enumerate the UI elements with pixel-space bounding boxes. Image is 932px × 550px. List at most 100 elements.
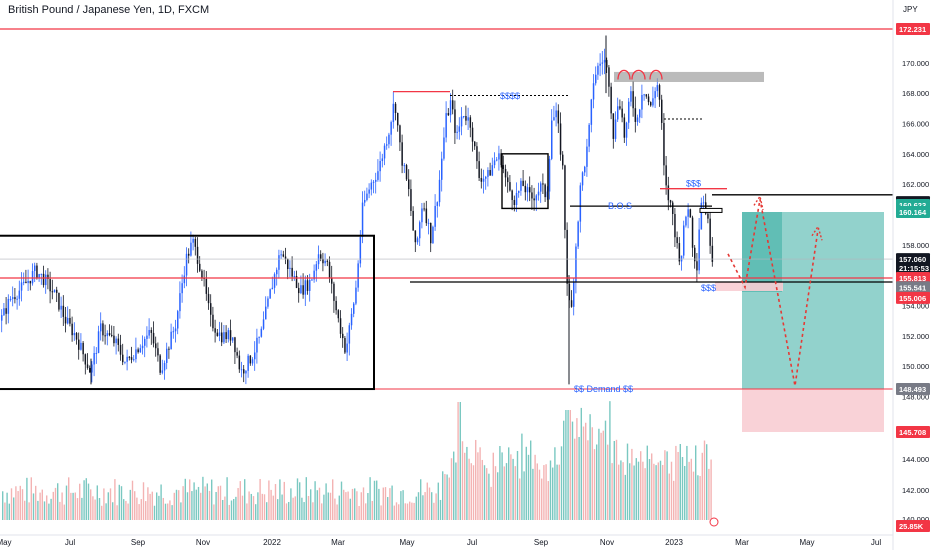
price-badge-label: 25.85K (899, 522, 924, 531)
volume-bar (483, 465, 486, 520)
volume-bar (609, 401, 611, 520)
volume-bar (530, 440, 532, 520)
event-marker-icon[interactable] (709, 517, 719, 527)
candle-body (601, 62, 604, 64)
volume-bar (655, 465, 657, 520)
volume-bar (129, 489, 131, 520)
volume-bar (136, 497, 138, 520)
volume-bar (444, 474, 446, 520)
volume-bar (92, 496, 94, 520)
volume-bar (120, 486, 123, 520)
candle-body (658, 85, 661, 100)
volume-bar (107, 492, 109, 520)
volume-bar (699, 476, 701, 520)
volume-bar (362, 487, 365, 520)
volume-bar (334, 498, 336, 520)
price-badge-bg (896, 23, 930, 35)
candle-body (73, 333, 76, 336)
candle-body (608, 67, 610, 87)
volume-bar (316, 490, 318, 520)
candle-body (212, 314, 214, 329)
candle-body (632, 91, 634, 109)
volume-bar (8, 503, 10, 520)
price-badge[interactable]: 145.708 (896, 426, 930, 438)
candle-body (386, 144, 388, 146)
time-tick-label: Jul (871, 538, 881, 547)
volume-bar (255, 504, 257, 520)
volume-bar (76, 498, 79, 520)
volume-bar (151, 491, 153, 520)
volume-bar (281, 494, 283, 520)
price-badge[interactable]: 148.493 (896, 383, 930, 395)
candle-body (441, 158, 443, 180)
candle-body (20, 282, 23, 291)
price-badge[interactable]: 25.85K (896, 520, 930, 532)
candle-body (652, 98, 654, 106)
candle-body (262, 319, 265, 329)
volume-bar (35, 485, 37, 520)
price-badge-bg (896, 281, 930, 294)
candle-body (573, 281, 575, 307)
volume-bar (673, 480, 675, 520)
price-badge[interactable]: 155.006 (896, 291, 930, 304)
price-badge[interactable]: 155.541 (896, 281, 930, 294)
volume-bar (4, 502, 6, 520)
candle-body (368, 189, 370, 194)
candle-body (137, 349, 139, 353)
candle-body (489, 170, 491, 176)
volume-bar (426, 482, 428, 520)
candle-body (31, 271, 34, 284)
candle-body (590, 99, 593, 125)
price-badge[interactable]: 155.813 (896, 271, 930, 284)
volume-bar (191, 491, 193, 520)
volume-bar (41, 489, 43, 520)
candle-body (346, 343, 348, 353)
candle-body (238, 355, 241, 370)
volume-bar (246, 503, 248, 520)
candle-body (232, 337, 234, 341)
volume-bar (679, 444, 681, 520)
volume-bar (285, 503, 288, 520)
candle-body (58, 292, 60, 310)
volume-bar (545, 464, 547, 520)
volume-bar (226, 477, 228, 520)
volume-bar (338, 495, 340, 520)
candle-body (309, 279, 311, 291)
candle-body (320, 254, 322, 259)
volume-bar (268, 480, 270, 520)
candle-body (507, 177, 509, 183)
volume-bar (477, 452, 479, 520)
candle-body (267, 298, 269, 307)
volume-bar (532, 468, 534, 520)
candle-body (300, 285, 302, 294)
volume-bar (558, 464, 560, 520)
candle-body (502, 165, 505, 169)
volume-bar (261, 493, 263, 520)
equal-high-arc (631, 69, 646, 80)
volume-bar (365, 503, 367, 520)
candle-body (630, 91, 632, 102)
projection-arrow (753, 194, 764, 211)
volume-bar (604, 420, 607, 520)
price-badge[interactable]: 160.164 (896, 206, 930, 219)
volume-bar (50, 498, 52, 520)
candle-body (357, 263, 359, 288)
volume-bar (409, 501, 411, 520)
volume-bar (241, 495, 244, 520)
candle-body (181, 283, 183, 294)
volume-bar (413, 502, 415, 520)
volume-bar (406, 503, 409, 520)
price-axis[interactable]: JPY 170.000 168.000 166.000 164.000 162.000 16… (892, 0, 932, 550)
price-badge[interactable]: 21:15:53 (896, 262, 930, 275)
candle-body (436, 202, 439, 206)
price-badge[interactable]: 172.231 (896, 23, 930, 35)
candle-body (674, 214, 676, 238)
candle-body (293, 275, 296, 277)
candle-body (256, 337, 258, 353)
candle-body (251, 359, 254, 364)
volume-bar (349, 498, 351, 520)
time-axis[interactable]: May Jul Sep Nov 2022 Mar May Jul Sep Nov 2023 Mar Ma… (0, 517, 893, 547)
candle-body (557, 110, 560, 124)
candle-body (60, 305, 62, 310)
